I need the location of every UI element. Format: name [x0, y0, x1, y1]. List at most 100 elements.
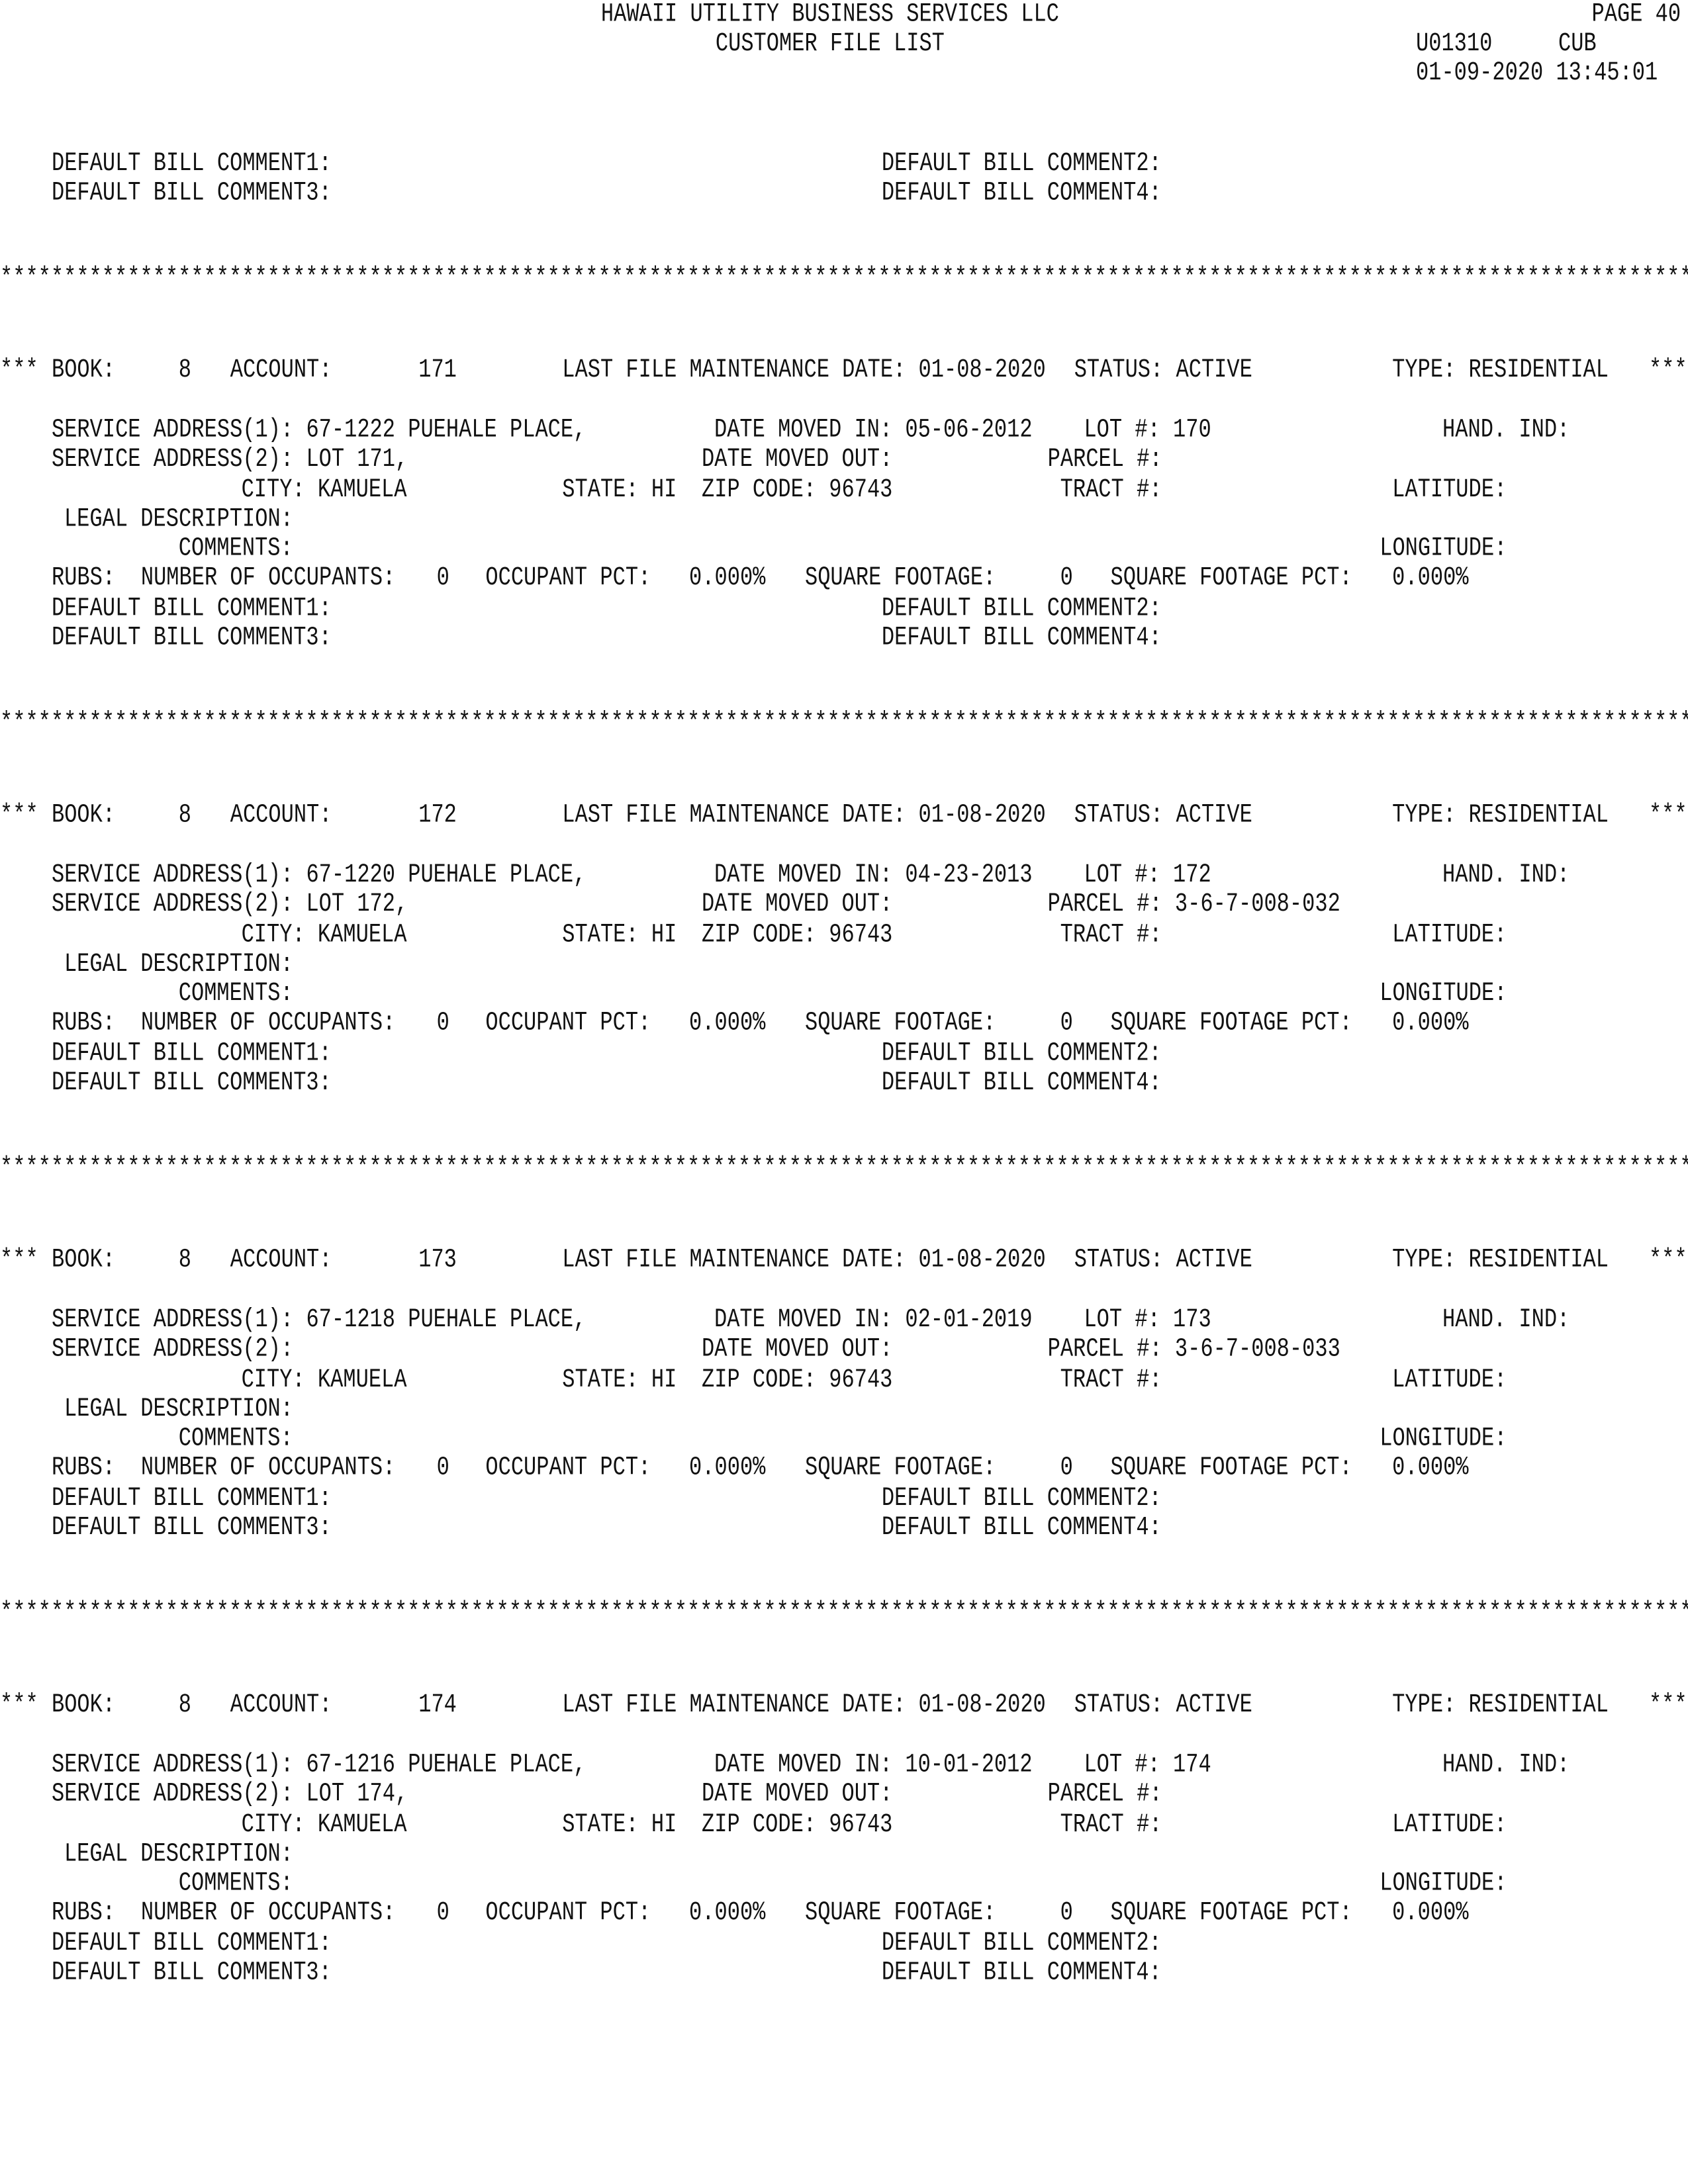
rubs-label-part: RUBS:: [51, 1007, 116, 1038]
rubs-label: RUBS:: [52, 1452, 115, 1482]
default-bill-comment3: DEFAULT BILL COMMENT3:: [52, 1957, 332, 1987]
page-number-part: PAGE 40: [1591, 0, 1681, 30]
account-value-part: 174: [418, 1689, 457, 1720]
account-type: TYPE: RESIDENTIAL: [1392, 354, 1609, 385]
service-address-2-part: SERVICE ADDRESS(2):: [51, 888, 294, 919]
book-label-part: BOOK:: [51, 1689, 116, 1720]
separator-line: ****************************************…: [0, 707, 1688, 738]
occupant-pct-label-part: OCCUPANT PCT:: [485, 1451, 651, 1483]
state: STATE: HI: [562, 475, 677, 505]
system-code: CUB: [1558, 28, 1597, 58]
service-address-2-part: LOT 172,: [306, 888, 408, 919]
last-maintenance-date-part: LAST FILE MAINTENANCE DATE:: [562, 1244, 906, 1275]
default-bill-comment1-part: DEFAULT BILL COMMENT1:: [51, 592, 332, 624]
longitude-part: LONGITUDE:: [1380, 978, 1507, 1009]
city-part: KAMUELA: [317, 919, 407, 950]
date-moved-in: DATE MOVED IN: 10-01-2012: [714, 1749, 1033, 1780]
square-footage-value-part: 0: [1060, 1451, 1073, 1483]
zip-code: ZIP CODE: 96743: [702, 1364, 892, 1394]
account-label: ACCOUNT:: [230, 799, 332, 830]
book-label: BOOK:: [52, 1244, 115, 1275]
parcel-number: PARCEL #: 3-6-7-008-033: [1048, 1334, 1340, 1364]
lot-number: LOT #: 174: [1084, 1749, 1211, 1780]
longitude: LONGITUDE:: [1380, 1423, 1507, 1453]
default-bill-comment4: DEFAULT BILL COMMENT4:: [882, 1067, 1162, 1097]
square-footage-value: 0: [1060, 562, 1073, 592]
comments: COMMENTS:: [179, 533, 293, 563]
square-footage-value-part: 0: [1060, 562, 1073, 593]
date-moved-in: DATE MOVED IN: 04-23-2013: [714, 859, 1033, 889]
service-address-1: SERVICE ADDRESS(1): 67-1216 PUEHALE PLAC…: [52, 1749, 586, 1780]
last-maintenance-date-part: 01-08-2020: [918, 1244, 1046, 1275]
parcel-number-part: 3-6-7-008-032: [1174, 888, 1340, 919]
zip-code: ZIP CODE: 96743: [702, 1809, 892, 1839]
comments: COMMENTS:: [179, 978, 293, 1008]
rubs-label-part: RUBS:: [51, 1451, 116, 1483]
default-bill-comment4: DEFAULT BILL COMMENT4:: [882, 1957, 1162, 1987]
record-marker-right: ***: [1649, 799, 1687, 830]
account-value: 174: [418, 1689, 457, 1719]
occupants-value-part: 0: [436, 562, 449, 593]
state-part: HI: [651, 474, 677, 505]
hand-ind: HAND. IND:: [1442, 859, 1570, 889]
record-marker-left: ***: [0, 354, 38, 385]
last-maintenance-date: LAST FILE MAINTENANCE DATE: 01-08-2020: [562, 799, 1046, 830]
hand-ind: HAND. IND:: [1442, 1304, 1570, 1334]
record-marker-right-part: ***: [1648, 1244, 1687, 1275]
default-bill-comment4: DEFAULT BILL COMMENT4:: [882, 1512, 1162, 1542]
account-type: TYPE: RESIDENTIAL: [1392, 799, 1609, 830]
rubs-label-part: RUBS:: [51, 562, 116, 593]
longitude: LONGITUDE:: [1380, 533, 1507, 563]
account-value-part: 173: [418, 1244, 457, 1275]
book-value: 8: [179, 354, 191, 385]
hand-ind: HAND. IND:: [1442, 1749, 1570, 1780]
square-footage-label: SQUARE FOOTAGE:: [805, 1452, 996, 1482]
account-value: 173: [418, 1244, 457, 1275]
separator-line: ****************************************…: [0, 1596, 1688, 1628]
occupants-label: NUMBER OF OCCUPANTS:: [141, 1452, 395, 1482]
parcel-number: PARCEL #: 3-6-7-008-032: [1048, 888, 1340, 919]
city-part: CITY:: [241, 474, 305, 505]
rubs-label-part: RUBS:: [51, 1897, 116, 1928]
record-marker-left-part: ***: [0, 799, 38, 830]
legal-description-part: LEGAL DESCRIPTION:: [64, 1393, 293, 1424]
default-bill-comment3-part: DEFAULT BILL COMMENT3:: [51, 177, 332, 208]
default-bill-comment2: DEFAULT BILL COMMENT2:: [882, 148, 1162, 178]
date-moved-in-part: 10-01-2012: [905, 1749, 1033, 1780]
hand-ind-part: HAND. IND:: [1442, 859, 1570, 890]
date-moved-out: DATE MOVED OUT:: [702, 1334, 892, 1364]
square-footage-value: 0: [1060, 1897, 1073, 1927]
square-footage-pct-value-part: 0.000%: [1392, 562, 1469, 593]
tract-number-part: TRACT #:: [1060, 1364, 1162, 1395]
lot-number: LOT #: 172: [1084, 859, 1211, 889]
state-part: HI: [651, 1364, 677, 1395]
status-part: STATUS:: [1074, 1244, 1164, 1275]
parcel-number: PARCEL #:: [1048, 443, 1175, 474]
state-part: STATE:: [562, 1364, 639, 1395]
default-bill-comment3: DEFAULT BILL COMMENT3:: [52, 1512, 332, 1542]
state-part: STATE:: [562, 919, 639, 950]
default-bill-comment1: DEFAULT BILL COMMENT1:: [52, 148, 332, 178]
comments-part: COMMENTS:: [178, 1422, 293, 1453]
book-value: 8: [179, 1689, 191, 1719]
book-value: 8: [179, 1244, 191, 1275]
occupant-pct-value-part: 0.000%: [689, 562, 766, 593]
service-address-1-part: 67-1220 PUEHALE PLACE,: [306, 859, 586, 890]
state: STATE: HI: [562, 1364, 677, 1394]
occupants-label-part: NUMBER OF OCCUPANTS:: [140, 562, 396, 593]
comments-part: COMMENTS:: [178, 1867, 293, 1899]
record-marker-right-part: ***: [1648, 1689, 1687, 1720]
comments: COMMENTS:: [179, 1423, 293, 1453]
lot-number-part: 173: [1173, 1304, 1211, 1335]
latitude-part: LATITUDE:: [1392, 1809, 1507, 1840]
service-address-2-part: SERVICE ADDRESS(2):: [51, 1778, 294, 1809]
comments-part: COMMENTS:: [178, 533, 293, 564]
occupants-value: 0: [437, 562, 449, 592]
record-marker-right: ***: [1649, 1689, 1687, 1719]
square-footage-pct-label-part: SQUARE FOOTAGE PCT:: [1110, 1897, 1352, 1928]
occupants-label-part: NUMBER OF OCCUPANTS:: [140, 1007, 396, 1038]
square-footage-pct-value: 0.000%: [1392, 1007, 1468, 1038]
city: CITY: KAMUELA: [242, 1809, 407, 1839]
service-address-2: SERVICE ADDRESS(2): LOT 171,: [52, 443, 408, 474]
state-part: HI: [651, 919, 677, 950]
